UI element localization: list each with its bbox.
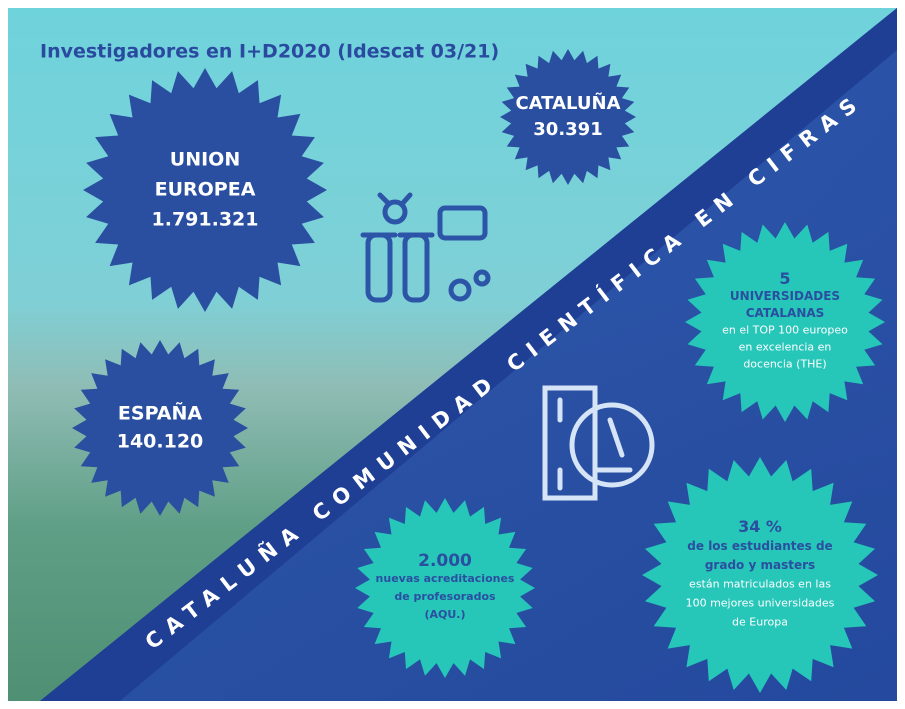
badge-line: 1.791.321: [152, 209, 259, 231]
badge-line: docencia (THE): [743, 358, 826, 371]
badge-line: en excelencia en: [739, 341, 832, 354]
title: Investigadores en I+D2020 (Idescat 03/21…: [40, 41, 499, 63]
badge-line: (AQU.): [424, 608, 465, 621]
badge-line: ESPAÑA: [118, 401, 202, 425]
badge-line: 30.391: [533, 119, 602, 140]
badge-line: CATALUÑA: [516, 91, 621, 114]
badge-line: 2.000: [418, 551, 472, 571]
badge-line: nuevas acreditaciones: [376, 572, 515, 585]
badge-line: de Europa: [732, 616, 788, 629]
badge-line: 100 mejores universidades: [686, 597, 835, 610]
badge-line: están matriculados en las: [689, 578, 831, 591]
badge-line: CATALANAS: [746, 306, 825, 320]
badge-line: 5: [779, 269, 790, 288]
infographic: Investigadores en I+D2020 (Idescat 03/21…: [0, 0, 905, 709]
badge-line: de profesorados: [394, 590, 496, 603]
badge-line: UNION: [170, 149, 240, 171]
badge-line: grado y masters: [705, 558, 815, 572]
badge-line: de los estudiantes de: [687, 539, 832, 553]
badge-line: en el TOP 100 europeo: [722, 324, 848, 337]
badge-line: 34 %: [738, 517, 782, 536]
badge-line: EUROPEA: [155, 179, 256, 201]
badge-line: UNIVERSIDADES: [730, 289, 840, 303]
badge-line: 140.120: [117, 431, 204, 453]
